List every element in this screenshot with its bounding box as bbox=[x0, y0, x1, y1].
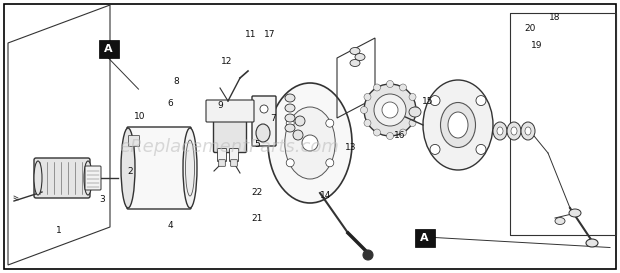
Circle shape bbox=[373, 129, 381, 136]
Ellipse shape bbox=[569, 209, 581, 217]
Ellipse shape bbox=[555, 218, 565, 224]
Text: 11: 11 bbox=[246, 30, 257, 38]
Text: 16: 16 bbox=[394, 131, 405, 140]
Text: 10: 10 bbox=[134, 112, 145, 120]
Circle shape bbox=[373, 84, 381, 91]
Text: 20: 20 bbox=[525, 24, 536, 33]
Circle shape bbox=[476, 144, 486, 155]
FancyBboxPatch shape bbox=[231, 160, 237, 166]
FancyBboxPatch shape bbox=[218, 149, 226, 162]
Ellipse shape bbox=[374, 94, 406, 126]
Circle shape bbox=[399, 129, 407, 136]
Circle shape bbox=[260, 105, 268, 113]
Ellipse shape bbox=[507, 122, 521, 140]
FancyBboxPatch shape bbox=[128, 135, 140, 147]
Ellipse shape bbox=[350, 60, 360, 67]
Ellipse shape bbox=[285, 107, 335, 179]
Ellipse shape bbox=[409, 107, 421, 117]
Circle shape bbox=[364, 120, 371, 126]
Ellipse shape bbox=[285, 114, 295, 122]
Text: 17: 17 bbox=[264, 30, 275, 38]
Ellipse shape bbox=[268, 83, 352, 203]
Circle shape bbox=[476, 96, 486, 106]
Circle shape bbox=[363, 250, 373, 260]
Text: 7: 7 bbox=[270, 114, 276, 123]
Ellipse shape bbox=[423, 80, 493, 170]
Text: 15: 15 bbox=[422, 97, 433, 105]
Ellipse shape bbox=[355, 54, 365, 61]
Ellipse shape bbox=[497, 127, 503, 135]
Circle shape bbox=[430, 144, 440, 155]
Circle shape bbox=[409, 93, 416, 100]
Text: 18: 18 bbox=[549, 13, 560, 22]
Circle shape bbox=[295, 116, 305, 126]
Text: A: A bbox=[420, 233, 429, 242]
Circle shape bbox=[382, 102, 398, 118]
Ellipse shape bbox=[285, 104, 295, 112]
Text: 22: 22 bbox=[252, 188, 263, 197]
Circle shape bbox=[326, 119, 334, 127]
Ellipse shape bbox=[285, 124, 295, 132]
Ellipse shape bbox=[525, 127, 531, 135]
Ellipse shape bbox=[493, 122, 507, 140]
Ellipse shape bbox=[121, 128, 135, 208]
FancyBboxPatch shape bbox=[34, 158, 90, 198]
FancyBboxPatch shape bbox=[219, 160, 225, 166]
Circle shape bbox=[399, 84, 407, 91]
Ellipse shape bbox=[511, 127, 517, 135]
Ellipse shape bbox=[521, 122, 535, 140]
Text: 5: 5 bbox=[254, 140, 260, 149]
Text: 8: 8 bbox=[174, 78, 180, 86]
Text: 21: 21 bbox=[252, 214, 263, 223]
Circle shape bbox=[286, 159, 294, 167]
Circle shape bbox=[260, 131, 268, 139]
Ellipse shape bbox=[84, 161, 92, 195]
Ellipse shape bbox=[34, 161, 42, 195]
Circle shape bbox=[364, 93, 371, 100]
Circle shape bbox=[409, 120, 416, 126]
Ellipse shape bbox=[448, 112, 468, 138]
Text: 13: 13 bbox=[345, 143, 356, 152]
Text: eReplacementParts.com: eReplacementParts.com bbox=[120, 138, 339, 156]
Ellipse shape bbox=[285, 94, 295, 102]
Text: 6: 6 bbox=[167, 99, 174, 108]
Text: 1: 1 bbox=[56, 226, 62, 235]
Ellipse shape bbox=[586, 239, 598, 247]
FancyBboxPatch shape bbox=[415, 229, 435, 247]
Text: 3: 3 bbox=[99, 195, 105, 204]
Ellipse shape bbox=[440, 102, 476, 147]
Text: A: A bbox=[104, 44, 113, 54]
Circle shape bbox=[302, 135, 318, 151]
Ellipse shape bbox=[364, 84, 416, 136]
Text: 12: 12 bbox=[221, 57, 232, 66]
Text: 9: 9 bbox=[217, 101, 223, 109]
Text: 4: 4 bbox=[167, 221, 174, 230]
FancyBboxPatch shape bbox=[85, 166, 101, 190]
Circle shape bbox=[360, 106, 368, 114]
Ellipse shape bbox=[350, 48, 360, 55]
FancyBboxPatch shape bbox=[229, 149, 239, 162]
FancyBboxPatch shape bbox=[99, 40, 118, 58]
Ellipse shape bbox=[185, 140, 195, 196]
Text: 2: 2 bbox=[127, 168, 133, 176]
FancyBboxPatch shape bbox=[213, 114, 247, 153]
Circle shape bbox=[412, 106, 420, 114]
Text: 19: 19 bbox=[531, 41, 542, 49]
Circle shape bbox=[430, 96, 440, 106]
Circle shape bbox=[286, 119, 294, 127]
Ellipse shape bbox=[183, 128, 197, 208]
Ellipse shape bbox=[256, 124, 270, 142]
Circle shape bbox=[386, 132, 394, 140]
Circle shape bbox=[293, 130, 303, 140]
Circle shape bbox=[326, 159, 334, 167]
Text: 14: 14 bbox=[320, 191, 331, 200]
FancyBboxPatch shape bbox=[127, 127, 191, 209]
FancyBboxPatch shape bbox=[252, 96, 276, 146]
FancyBboxPatch shape bbox=[206, 100, 254, 122]
Circle shape bbox=[386, 81, 394, 88]
